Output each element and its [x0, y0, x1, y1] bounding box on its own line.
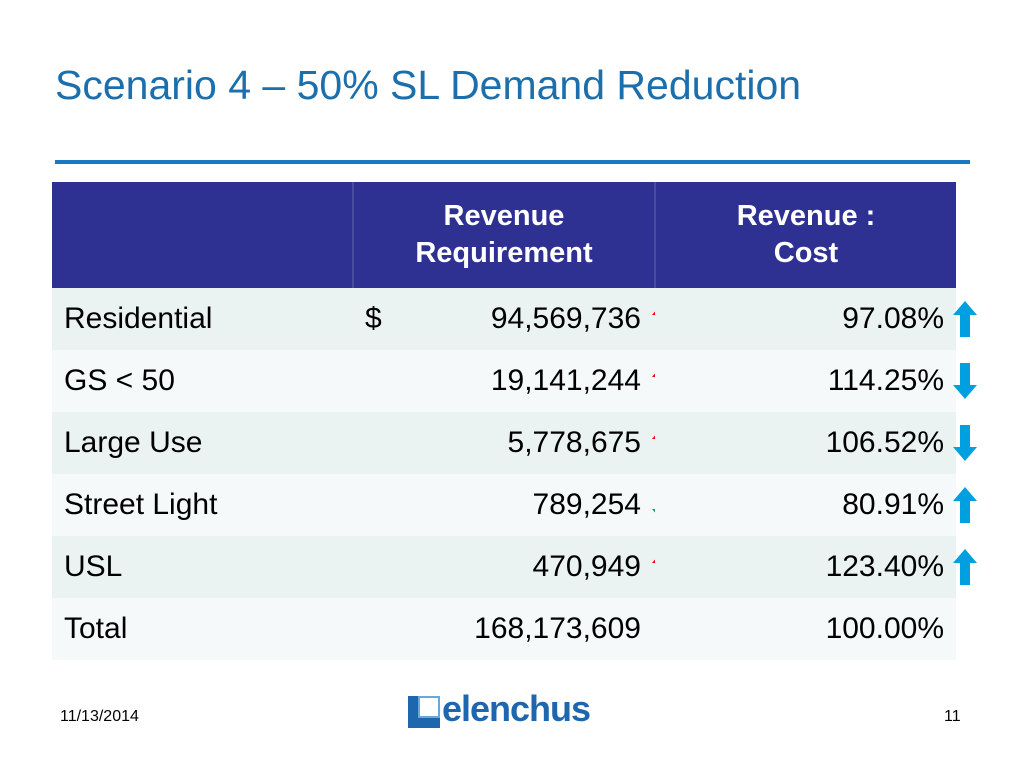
header-revenue-requirement-text: Revenue Requirement	[415, 200, 593, 269]
table-row: Large Use 5,778,675 106.52%	[52, 412, 977, 474]
row-label: Residential	[52, 288, 353, 350]
ratio-arrow-up-icon	[953, 549, 977, 585]
row-label: Total	[52, 598, 353, 660]
ratio-cell: 100.00%	[655, 598, 956, 660]
row-label: GS < 50	[52, 350, 353, 412]
revenue-cell: 19,141,244	[353, 350, 676, 412]
table-row: GS < 50 19,141,244 114.25%	[52, 350, 977, 412]
elenchus-logo: elenchus	[408, 688, 618, 732]
header-revenue-cost-text: Revenue : Cost	[736, 200, 876, 269]
revenue-value: 94,569,736	[490, 302, 641, 335]
ratio-value: 80.91%	[842, 488, 944, 521]
ratio-cell: 106.52%	[655, 412, 977, 474]
ratio-value: 97.08%	[842, 302, 944, 335]
table-row: Residential $94,569,736 97.08%	[52, 288, 977, 350]
ratio-arrow-down-icon	[953, 425, 977, 461]
logo-text: elenchus	[442, 688, 591, 729]
row-label: Street Light	[52, 474, 353, 536]
revenue-cell: $94,569,736	[353, 288, 676, 350]
currency-symbol: $	[365, 302, 382, 335]
header-revenue-cost: Revenue : Cost	[654, 182, 956, 288]
ratio-value: 100.00%	[825, 612, 944, 645]
table-row: USL 470,949 123.40%	[52, 536, 977, 598]
revenue-cell: 789,254	[353, 474, 676, 536]
revenue-table: Revenue Requirement Revenue : Cost Resid…	[52, 182, 977, 660]
table-row: Street Light 789,254 80.91%	[52, 474, 977, 536]
revenue-value: 168,173,609	[474, 612, 641, 645]
ratio-value: 114.25%	[827, 364, 944, 397]
logo-mark-icon	[408, 696, 440, 728]
revenue-value: 470,949	[532, 550, 641, 583]
revenue-value: 789,254	[532, 488, 641, 521]
revenue-cell: 168,173,609	[353, 598, 655, 660]
header-revenue-requirement: Revenue Requirement	[352, 182, 655, 288]
revenue-value: 5,778,675	[507, 426, 641, 459]
table-row: Total 168,173,609 100.00%	[52, 598, 956, 660]
footer-date: 11/13/2014	[60, 708, 139, 725]
page-number: 11	[944, 708, 961, 725]
header-label-column	[52, 182, 353, 288]
revenue-cell: 5,778,675	[353, 412, 676, 474]
table-header-row: Revenue Requirement Revenue : Cost	[52, 182, 956, 288]
ratio-arrow-up-icon	[953, 301, 977, 337]
ratio-arrow-up-icon	[953, 487, 977, 523]
revenue-cell: 470,949	[353, 536, 676, 598]
slide-title: Scenario 4 – 50% SL Demand Reduction	[55, 62, 802, 108]
ratio-value: 106.52%	[825, 426, 944, 459]
ratio-cell: 123.40%	[655, 536, 977, 598]
title-underline	[55, 160, 970, 164]
row-label: USL	[52, 536, 353, 598]
ratio-value: 123.40%	[825, 550, 944, 583]
ratio-arrow-down-icon	[953, 363, 977, 399]
revenue-value: 19,141,244	[490, 364, 641, 397]
ratio-cell: 97.08%	[655, 288, 977, 350]
ratio-cell: 80.91%	[655, 474, 977, 536]
ratio-cell: 114.25%	[655, 350, 977, 412]
row-label: Large Use	[52, 412, 353, 474]
